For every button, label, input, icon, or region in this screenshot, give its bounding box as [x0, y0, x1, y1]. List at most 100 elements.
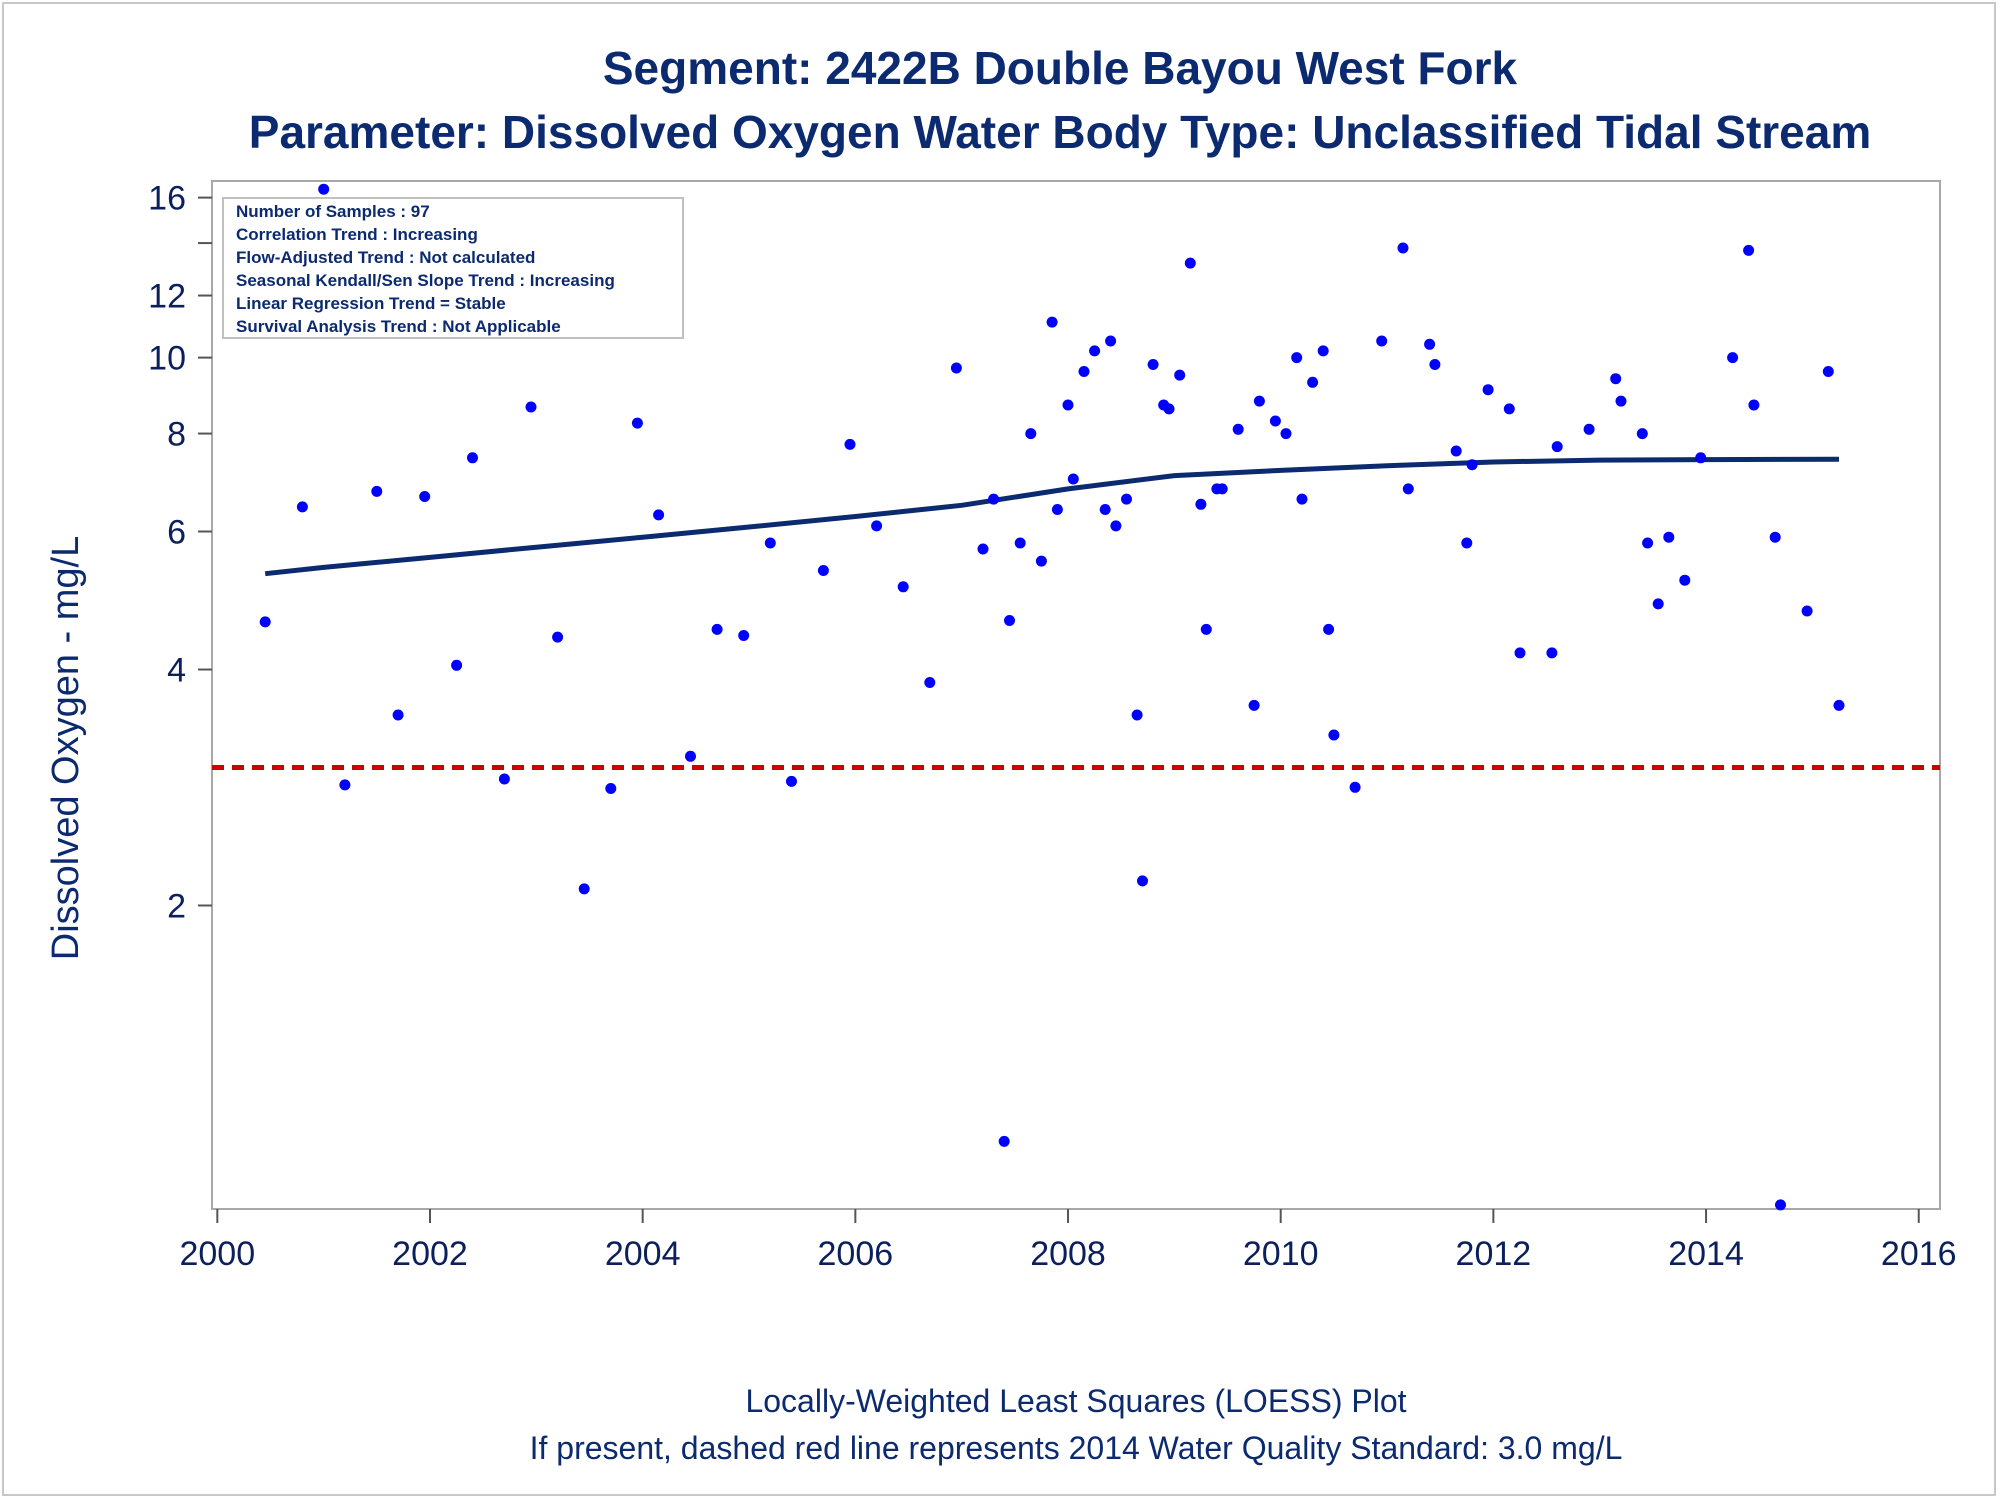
y-tick-label: 16 [148, 180, 186, 218]
data-point [1801, 605, 1813, 617]
data-point [1450, 445, 1462, 457]
data-point [1232, 423, 1244, 435]
data-point [1035, 555, 1047, 567]
data-point [1466, 459, 1478, 471]
y-axis-label: Dissolved Oxygen - mg/L [45, 536, 87, 961]
data-point [764, 537, 776, 549]
data-point [605, 783, 617, 794]
chart-title: Segment: 2422B Double Bayou West Fork [603, 42, 1518, 94]
data-point [498, 773, 510, 785]
y-tick-label: 12 [148, 278, 186, 316]
y-tick-label: 10 [148, 340, 186, 378]
data-point [318, 183, 330, 195]
data-point [392, 709, 404, 721]
data-point [1051, 504, 1063, 515]
y-tick-label: 6 [167, 513, 186, 551]
data-point [1014, 537, 1026, 549]
data-point [1025, 428, 1037, 440]
x-tick-label: 2014 [1668, 1235, 1744, 1273]
data-point [1743, 244, 1755, 256]
data-point [1323, 623, 1335, 635]
data-point [1615, 395, 1627, 407]
data-point [1503, 403, 1515, 415]
loess-curve [264, 456, 1840, 577]
data-point [1099, 504, 1111, 515]
info-box-border [222, 197, 684, 339]
data-point [1195, 498, 1207, 510]
data-point [1679, 574, 1691, 586]
data-point [1078, 366, 1090, 377]
data-point [786, 775, 797, 787]
x-tick-label: 2008 [1030, 1235, 1106, 1273]
x-tick-label: 2016 [1881, 1235, 1957, 1273]
data-point [1248, 699, 1260, 711]
data-point [1004, 615, 1015, 626]
data-point [738, 630, 750, 641]
y-tick-label: 4 [167, 652, 186, 690]
data-point [296, 501, 308, 513]
data-point [1163, 403, 1175, 415]
data-point [1748, 399, 1760, 411]
data-point [467, 452, 478, 464]
data-point [1663, 531, 1675, 543]
data-point [1296, 493, 1308, 505]
data-point [1269, 415, 1281, 427]
info-line-samples: Number of Samples : 97 [236, 202, 430, 221]
chart-subtitle: Parameter: Dissolved Oxygen Water Body T… [249, 106, 1871, 158]
data-point [1200, 623, 1212, 635]
x-tick-label: 2012 [1456, 1235, 1532, 1273]
data-point [1429, 359, 1441, 370]
data-point [1775, 1199, 1786, 1211]
data-point [1147, 359, 1159, 370]
data-point [1424, 338, 1436, 350]
data-point [998, 1135, 1010, 1147]
x-tick-label: 2006 [818, 1235, 894, 1273]
data-point [1397, 242, 1409, 254]
data-point [685, 750, 696, 762]
info-line-linear-regression: Linear Regression Trend = Stable [236, 294, 506, 313]
info-line-flow-adjusted: Flow-Adjusted Trend : Not calculated [236, 248, 535, 267]
data-point [631, 417, 643, 429]
data-point [1349, 781, 1361, 793]
data-point [1291, 352, 1303, 364]
info-box: Number of Samples : 97 Correlation Trend… [222, 197, 684, 339]
data-point [552, 631, 564, 643]
data-point [1822, 366, 1834, 377]
data-point [1482, 384, 1494, 396]
data-point [711, 623, 723, 635]
data-point [817, 565, 829, 576]
y-tick-label: 2 [167, 887, 186, 925]
data-point [1636, 428, 1648, 440]
data-point [1402, 483, 1414, 495]
data-point [1695, 452, 1707, 464]
data-point [1317, 345, 1329, 357]
data-point [897, 581, 909, 593]
data-point [653, 509, 665, 521]
data-point [1833, 699, 1845, 711]
data-point [1610, 373, 1622, 385]
data-point [1583, 423, 1595, 435]
data-point [1110, 520, 1122, 532]
data-point [844, 438, 856, 450]
data-point [1216, 483, 1228, 495]
x-tick-label: 2002 [392, 1235, 468, 1273]
data-point [259, 616, 271, 628]
data-point [924, 677, 936, 688]
x-tick-label: 2004 [605, 1235, 681, 1273]
data-point [1769, 531, 1781, 543]
data-point [1642, 537, 1654, 549]
data-point [1131, 709, 1143, 721]
info-line-survival-analysis: Survival Analysis Trend : Not Applicable [236, 317, 561, 336]
x-tick-label: 2010 [1243, 1235, 1319, 1273]
data-point [1253, 395, 1265, 407]
data-point [525, 401, 537, 413]
data-point [1067, 473, 1079, 485]
data-point [1184, 257, 1196, 269]
y-tick-label: 8 [167, 416, 186, 454]
data-point [1307, 376, 1319, 388]
data-point [1174, 369, 1186, 381]
data-point [1461, 537, 1473, 549]
data-point [419, 491, 431, 502]
data-point [451, 659, 463, 671]
